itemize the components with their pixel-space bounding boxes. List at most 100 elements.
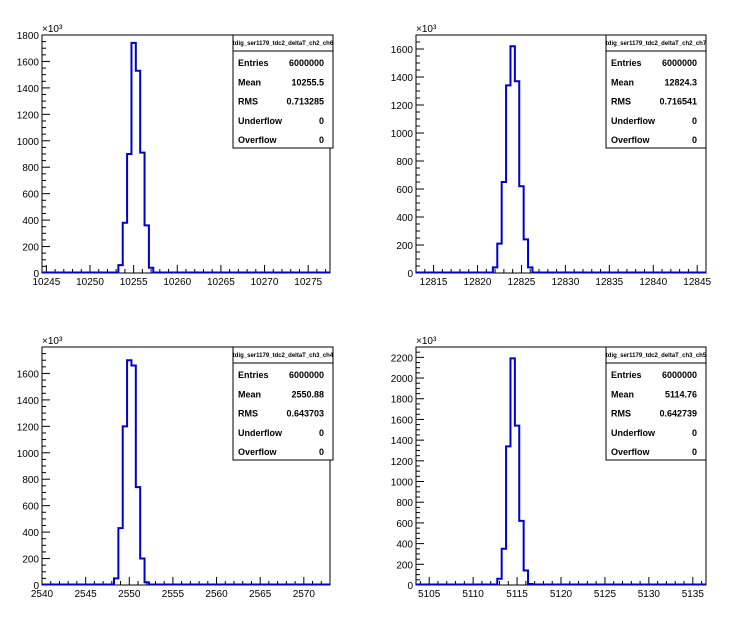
stats-row-value: 6000000 bbox=[289, 370, 324, 380]
y-tick-label: 1200 bbox=[391, 457, 414, 468]
histogram-bin bbox=[502, 182, 506, 273]
y-tick-label: 1800 bbox=[17, 31, 40, 42]
histogram-bin bbox=[519, 186, 523, 273]
x-tick-label: 2565 bbox=[249, 589, 272, 600]
y-tick-label: 400 bbox=[22, 528, 39, 539]
y-tick-label: 1200 bbox=[17, 422, 40, 433]
x-tick-label: 10265 bbox=[207, 277, 235, 288]
stats-row-value: 2550.88 bbox=[291, 389, 324, 399]
stats-box-frame bbox=[605, 346, 707, 461]
stats-row-value: 0.643703 bbox=[286, 409, 324, 419]
x-tick-label: 12825 bbox=[508, 277, 536, 288]
histogram-bin bbox=[123, 426, 127, 585]
stats-box: tdig_ser1179_tdc2_deltaT_ch3_ch4 Entries 6… bbox=[232, 346, 334, 461]
histogram-bin bbox=[118, 528, 122, 585]
histogram-bin bbox=[140, 559, 144, 585]
stats-row-value: 0 bbox=[319, 447, 324, 457]
y-tick-label: 200 bbox=[396, 560, 413, 571]
histogram-bin bbox=[515, 81, 519, 273]
histogram-bin bbox=[510, 358, 514, 585]
stats-row-label: Underflow bbox=[611, 116, 656, 126]
stats-row-label: Mean bbox=[611, 389, 634, 399]
stats-row-value: 0.716541 bbox=[659, 97, 697, 107]
histogram-line bbox=[42, 41, 330, 274]
histogram-bin bbox=[145, 225, 149, 273]
y-tick-label: 800 bbox=[396, 157, 413, 168]
histogram-bin bbox=[510, 46, 514, 273]
y-multiplier-label: ×10³ bbox=[42, 24, 63, 35]
histogram-bin bbox=[131, 366, 135, 585]
y-tick-label: 1000 bbox=[17, 137, 40, 148]
y-tick-label: 800 bbox=[396, 498, 413, 509]
y-tick-label: 2000 bbox=[391, 374, 414, 385]
stats-row-value: 0 bbox=[692, 135, 697, 145]
x-tick-label: 2560 bbox=[205, 589, 228, 600]
stats-box-frame bbox=[605, 34, 707, 149]
stats-title: tdig_ser1179_tdc2_deltaT_ch3_ch5 bbox=[606, 353, 707, 359]
histogram-panel-2: 12815 12820 12825 12830 12835 12840 12845 0 200 4… bbox=[391, 24, 712, 288]
stats-row-label: Entries bbox=[238, 370, 269, 380]
y-tick-label: 200 bbox=[396, 241, 413, 252]
y-tick-label: 1600 bbox=[17, 369, 40, 380]
histogram-bin bbox=[118, 265, 122, 273]
stats-box-frame bbox=[232, 346, 334, 461]
histogram-bin bbox=[528, 267, 532, 273]
y-tick-label: 1200 bbox=[17, 110, 40, 121]
y-tick-label: 1400 bbox=[17, 396, 40, 407]
stats-row-label: Mean bbox=[238, 389, 261, 399]
x-tick-label: 12820 bbox=[464, 277, 492, 288]
x-tick-label: 2570 bbox=[293, 589, 316, 600]
stats-row-label: Overflow bbox=[611, 447, 651, 457]
y-tick-label: 1600 bbox=[17, 57, 40, 68]
stats-row-label: RMS bbox=[238, 97, 258, 107]
histogram-bin bbox=[502, 549, 506, 585]
histogram-bin bbox=[140, 153, 144, 273]
histogram-bin bbox=[149, 268, 153, 273]
x-tick-label: 5110 bbox=[462, 589, 484, 600]
y-tick-label: 0 bbox=[407, 581, 413, 592]
y-tick-label: 1200 bbox=[391, 101, 414, 112]
stats-row-label: Entries bbox=[238, 58, 269, 68]
stats-row-label: Overflow bbox=[238, 447, 278, 457]
y-tick-label: 1000 bbox=[391, 129, 414, 140]
x-tick-label: 12830 bbox=[551, 277, 579, 288]
histogram-panel-3: 2540 2545 2550 2555 2560 2565 2570 0 200 400 600 80… bbox=[17, 336, 334, 600]
stats-row-value: 5114.76 bbox=[665, 389, 697, 399]
x-tick-label: 10245 bbox=[32, 277, 60, 288]
histogram-bin bbox=[519, 521, 523, 585]
stats-box: tdig_ser1179_tdc2_deltaT_ch2_ch7 Entries 6… bbox=[605, 34, 707, 149]
stats-row-value: 6000000 bbox=[662, 58, 697, 68]
stats-box-frame bbox=[232, 34, 334, 149]
histogram-panel-4: 5105 5110 5115 5120 5125 5130 5135 0 200 400 600 80… bbox=[391, 336, 707, 600]
histogram-bin bbox=[123, 223, 127, 273]
stats-row-value: 6000000 bbox=[662, 370, 697, 380]
stats-row-label: Entries bbox=[611, 370, 642, 380]
histogram-bin bbox=[528, 584, 532, 585]
stats-row-label: RMS bbox=[611, 409, 631, 419]
stats-row-label: Mean bbox=[611, 77, 634, 87]
stats-row-value: 0 bbox=[319, 116, 324, 126]
x-tick-label: 12835 bbox=[595, 277, 623, 288]
histogram-bin bbox=[127, 360, 131, 585]
stats-box: tdig_ser1179_tdc2_deltaT_ch2_ch6 Entries 6… bbox=[232, 34, 334, 149]
x-tick-label: 12840 bbox=[639, 277, 667, 288]
stats-row-label: Entries bbox=[611, 58, 642, 68]
y-tick-label: 1400 bbox=[17, 84, 40, 95]
x-tick-label: 2545 bbox=[75, 589, 98, 600]
histogram-bin bbox=[506, 446, 510, 585]
y-tick-label: 600 bbox=[22, 190, 39, 201]
stats-row-value: 6000000 bbox=[289, 58, 324, 68]
x-tick-label: 5135 bbox=[682, 589, 705, 600]
y-tick-label: 0 bbox=[33, 269, 39, 280]
stats-row-value: 0 bbox=[692, 428, 697, 438]
y-tick-label: 600 bbox=[396, 185, 413, 196]
y-multiplier-label: ×10³ bbox=[416, 24, 437, 35]
y-tick-label: 800 bbox=[22, 163, 39, 174]
y-tick-label: 0 bbox=[33, 581, 39, 592]
histogram-line bbox=[416, 45, 706, 274]
y-multiplier-label: ×10³ bbox=[42, 336, 63, 347]
histogram-line bbox=[42, 359, 330, 586]
stats-title: tdig_ser1179_tdc2_deltaT_ch2_ch6 bbox=[233, 41, 334, 47]
x-tick-label: 5115 bbox=[506, 589, 528, 600]
